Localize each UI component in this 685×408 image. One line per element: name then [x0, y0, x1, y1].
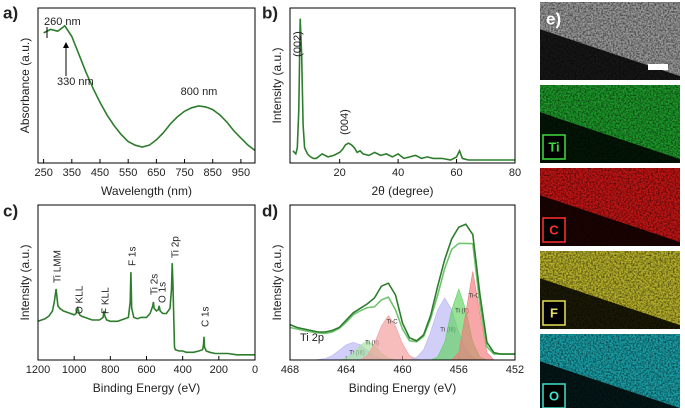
y-axis-label: Intensity (a.u.) — [270, 47, 284, 123]
annotation: O KLL — [75, 285, 86, 314]
x-tick-label: 452 — [506, 364, 524, 376]
x-tick-label: 400 — [173, 364, 191, 376]
plot-frame — [289, 204, 516, 361]
map-shadow — [540, 195, 680, 246]
x-tick-label: 1000 — [62, 364, 86, 376]
plot-frame — [289, 7, 516, 164]
annotation: 800 nm — [181, 86, 218, 98]
x-tick-label: 40 — [392, 167, 404, 179]
x-tick-label: 60 — [450, 167, 462, 179]
element-box — [542, 300, 566, 326]
x-tick-label: 1200 — [26, 364, 50, 376]
component-label: Ti (II) — [455, 309, 469, 315]
x-tick-label: 600 — [137, 364, 155, 376]
annotation: 260 nm — [44, 16, 81, 28]
panel-label: c) — [3, 201, 18, 220]
annotation: (004) — [339, 109, 351, 135]
annotation: (002) — [292, 31, 304, 57]
annotation: Ti 2p — [171, 236, 182, 258]
x-tick-label: 550 — [119, 167, 137, 179]
x-tick-label: 464 — [337, 364, 355, 376]
x-axis-label: Binding Energy (eV) — [349, 381, 456, 395]
element-label: Ti — [548, 139, 559, 154]
x-tick-label: 20 — [334, 167, 346, 179]
x-tick-label: 80 — [509, 167, 521, 179]
x-tick-label: 750 — [175, 167, 193, 179]
component-label: Ti-C — [468, 294, 480, 300]
x-tick-label: 468 — [281, 364, 299, 376]
spectrum-line — [289, 242, 515, 355]
element-box — [542, 217, 566, 243]
map-shadow — [540, 361, 680, 408]
element-label: O — [549, 388, 559, 403]
spectrum-line — [37, 263, 255, 356]
panel-label: b) — [262, 3, 278, 22]
spectrum-line — [289, 223, 515, 355]
panel-label: a) — [3, 3, 18, 22]
x-tick-label: 950 — [232, 167, 250, 179]
element-box — [542, 134, 566, 160]
x-tick-label: 200 — [210, 364, 228, 376]
spectrum-line — [292, 18, 515, 161]
x-tick-label: 250 — [34, 167, 52, 179]
annotation: F KLL — [101, 287, 112, 314]
x-tick-label: 450 — [91, 167, 109, 179]
component-label: Ti-C — [386, 320, 398, 326]
y-axis-label: Absorbance (a.u.) — [18, 38, 32, 133]
annotation: O 1s — [158, 282, 169, 303]
panel-label: e) — [546, 9, 561, 28]
x-tick-label: 456 — [450, 364, 468, 376]
annotation: Ti 2p — [300, 332, 324, 344]
element-label: F — [550, 305, 558, 320]
scale-bar — [648, 64, 668, 70]
plot-frame — [37, 204, 256, 361]
x-axis-label: Binding Energy (eV) — [93, 381, 200, 395]
x-tick-label: 0 — [252, 364, 258, 376]
annotation: 330 nm — [57, 76, 94, 88]
x-axis-label: Wavelength (nm) — [101, 184, 192, 198]
annotation: F 1s — [128, 247, 139, 266]
y-axis-label: Intensity (a.u.) — [18, 244, 32, 320]
x-tick-label: 850 — [204, 167, 222, 179]
annotation: Ti 2s — [150, 274, 161, 295]
plot-frame — [37, 7, 256, 164]
x-tick-label: 650 — [147, 167, 165, 179]
spectrum-line — [43, 24, 256, 152]
element-box — [542, 383, 566, 408]
x-tick-label: 800 — [101, 364, 119, 376]
x-tick-label: 350 — [63, 167, 81, 179]
map-shadow — [540, 112, 680, 163]
map-shadow — [540, 29, 680, 80]
x-axis-label: 2θ (degree) — [371, 184, 433, 198]
annotation: Ti LMM — [53, 250, 64, 283]
arrow-head — [63, 42, 69, 48]
y-axis-label: Intensity (a.u.) — [270, 244, 284, 320]
panel-label: d) — [262, 201, 278, 220]
map-shadow — [540, 278, 680, 329]
annotation: C 1s — [201, 306, 212, 327]
x-tick-label: 460 — [393, 364, 411, 376]
element-label: C — [549, 222, 559, 237]
component-label: Ti (II) — [365, 341, 379, 347]
